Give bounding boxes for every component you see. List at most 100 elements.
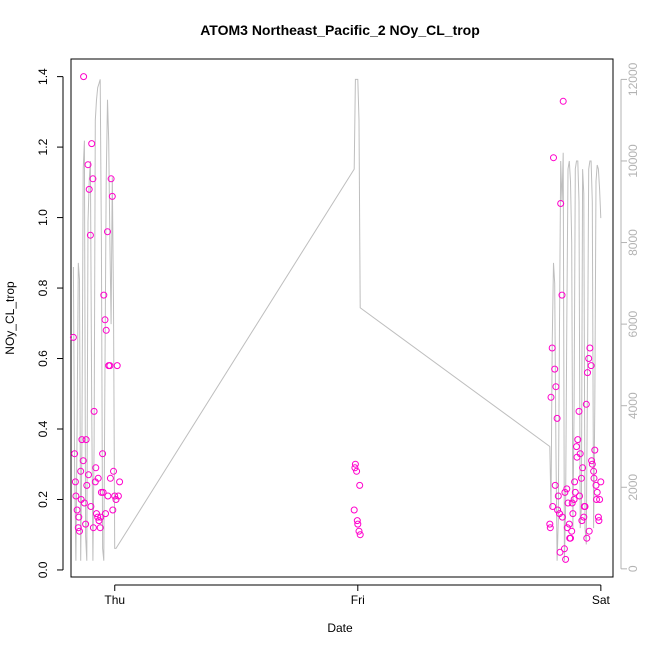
y-tick-label: 1.2	[36, 138, 50, 155]
data-point	[72, 492, 80, 500]
data-point	[97, 513, 105, 521]
data-point	[108, 192, 116, 200]
data-point	[351, 460, 359, 468]
data-point	[102, 510, 109, 518]
data-point	[590, 474, 598, 482]
data-point	[570, 496, 578, 503]
data-point	[592, 481, 600, 489]
data-point	[82, 520, 90, 528]
data-point	[586, 344, 594, 352]
data-point	[356, 531, 364, 539]
data-point	[354, 520, 362, 528]
data-point	[353, 467, 361, 475]
data-point	[78, 436, 86, 444]
data-point	[104, 228, 111, 236]
data-point	[594, 513, 602, 521]
data-point	[111, 492, 119, 500]
data-point	[596, 496, 604, 503]
data-point	[548, 344, 556, 352]
data-point	[99, 488, 107, 496]
data-point	[573, 453, 581, 461]
x-tick-label: Fri	[351, 593, 365, 607]
data-point	[560, 545, 568, 553]
data-point	[547, 393, 555, 401]
y-tick-label: 0.6	[36, 350, 50, 367]
y-tick-label: 0.4	[36, 420, 50, 437]
data-point	[556, 548, 564, 556]
x-tick-label: Sat	[592, 593, 611, 607]
data-point	[551, 365, 559, 373]
data-point	[89, 524, 97, 532]
data-point	[549, 503, 557, 510]
data-point	[109, 506, 117, 514]
data-point	[554, 506, 562, 514]
data-point	[557, 200, 565, 207]
data-point	[584, 369, 591, 377]
data-point	[571, 478, 579, 486]
data-point	[104, 492, 112, 500]
data-point	[554, 492, 562, 500]
data-point	[574, 436, 582, 444]
y-tick-label: 0.2	[36, 491, 50, 508]
data-point	[568, 499, 576, 507]
y2-tick-label: 2000	[626, 474, 640, 501]
data-point	[356, 481, 364, 489]
data-point	[112, 496, 120, 503]
data-point	[583, 534, 591, 542]
data-point	[353, 517, 361, 525]
data-point	[546, 524, 554, 532]
y2-tick-label: 10000	[626, 144, 640, 178]
data-point	[593, 496, 600, 503]
data-point	[580, 513, 588, 521]
data-point	[75, 513, 83, 521]
data-point	[84, 161, 92, 169]
data-point	[558, 513, 566, 521]
data-point	[580, 503, 588, 510]
plot-frame	[70, 58, 614, 578]
data-point	[110, 467, 117, 475]
data-point	[76, 527, 83, 535]
data-point	[350, 506, 358, 514]
series-line	[72, 78, 602, 561]
data-point	[106, 474, 114, 482]
data-point	[551, 481, 559, 489]
data-point	[90, 407, 98, 415]
data-point	[94, 513, 102, 521]
data-point	[552, 383, 560, 391]
data-point	[102, 326, 110, 334]
data-point	[568, 527, 576, 535]
data-point	[571, 488, 579, 496]
data-point	[591, 446, 599, 454]
data-point	[355, 527, 363, 535]
data-point	[576, 492, 583, 500]
data-point	[579, 464, 587, 472]
data-point	[82, 436, 90, 444]
data-point	[563, 524, 571, 532]
y2-tick-label: 0	[626, 565, 640, 572]
data-point	[566, 534, 574, 542]
data-point	[73, 506, 81, 514]
data-point	[558, 291, 566, 299]
data-point	[564, 499, 572, 507]
data-point	[577, 474, 585, 482]
data-point	[99, 450, 107, 458]
chart-title: ATOM3 Northeast_Pacific_2 NOy_CL_trop	[200, 22, 480, 38]
data-point	[107, 175, 115, 183]
data-point	[116, 478, 124, 486]
data-point	[585, 527, 593, 535]
data-point	[351, 464, 359, 472]
x-tick-label: Thu	[104, 593, 125, 607]
data-point	[550, 154, 557, 162]
data-point	[95, 517, 103, 525]
data-point	[93, 510, 100, 518]
data-point	[69, 333, 77, 341]
y2-tick-label: 8000	[626, 229, 640, 256]
data-point	[588, 457, 596, 465]
plot-area: 0.0 0.2 0.4 0.6 0.8 1.0 1.2 1.4 0 2000 4000 6000 800…	[36, 58, 640, 607]
data-point	[74, 524, 82, 532]
data-point	[590, 467, 598, 475]
data-point	[563, 485, 571, 493]
data-point	[94, 474, 102, 482]
data-point	[569, 510, 577, 518]
